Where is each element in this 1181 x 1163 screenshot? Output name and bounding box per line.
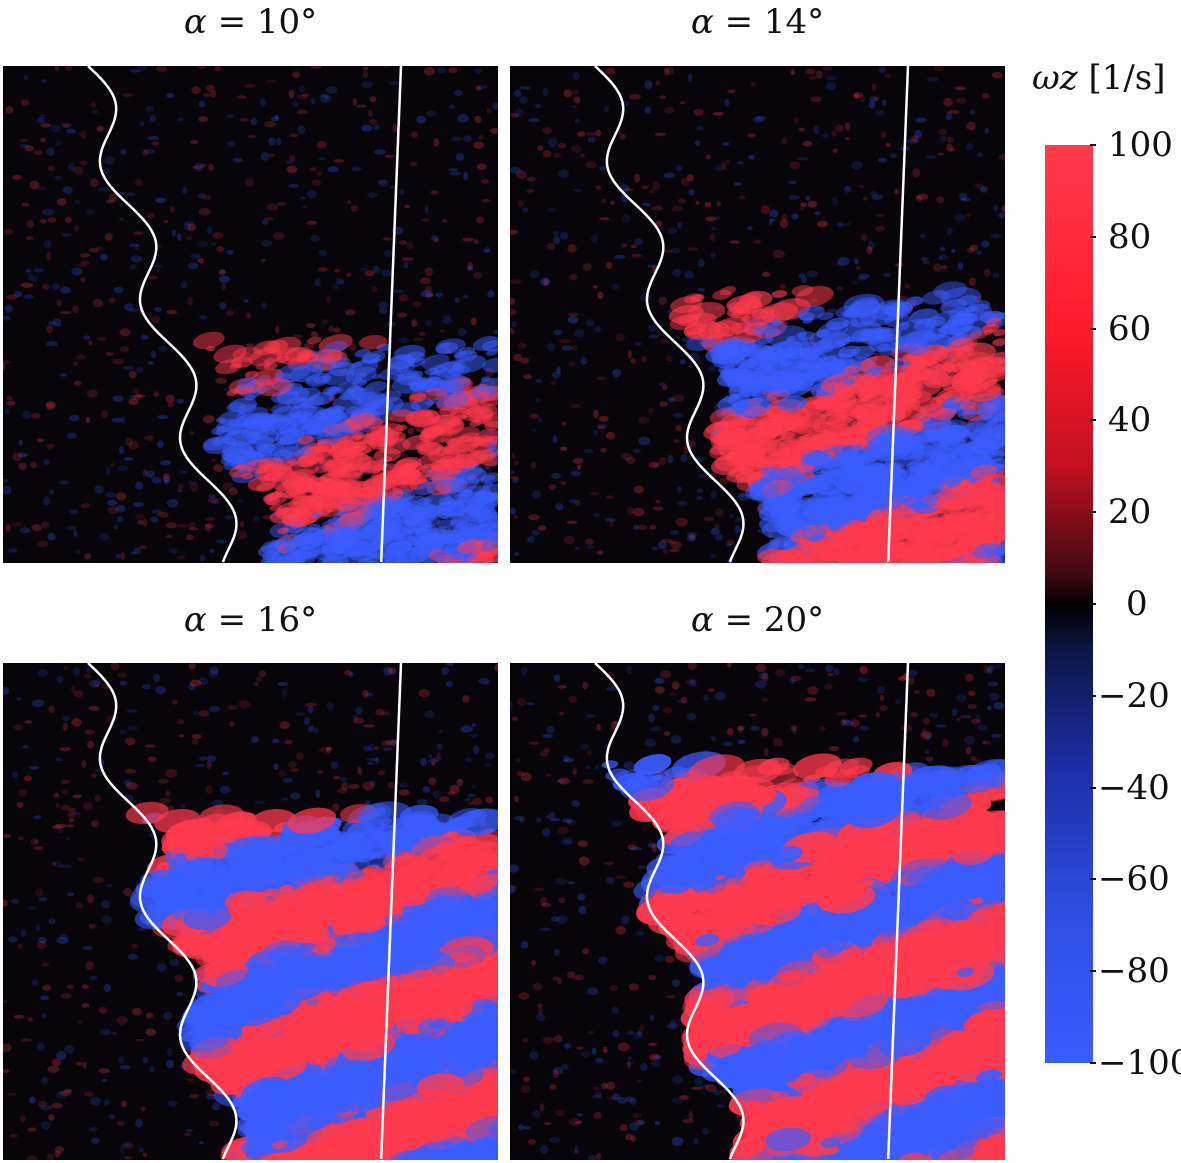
alpha-value: 10° bbox=[256, 2, 318, 42]
vorticity-field-alpha-20 bbox=[510, 663, 1005, 1160]
panel-title-alpha-16: α = 16° bbox=[3, 600, 498, 640]
colorbar-tick-mark bbox=[1090, 603, 1096, 605]
panel-title-alpha-10: α = 10° bbox=[3, 2, 498, 42]
colorbar-tick-label: −80 bbox=[1098, 951, 1170, 992]
straight-boundary-line bbox=[379, 663, 403, 1160]
colorbar-tick-mark bbox=[1090, 878, 1096, 881]
vorticity-field-alpha-14 bbox=[510, 66, 1005, 563]
wavy-boundary-line bbox=[594, 66, 745, 563]
colorbar-tick-mark bbox=[1090, 419, 1096, 422]
alpha-value: 16° bbox=[256, 600, 318, 640]
straight-boundary-line bbox=[379, 66, 403, 563]
vorticity-field-svg bbox=[510, 663, 1005, 1160]
colorbar-tick-label: −60 bbox=[1098, 859, 1170, 900]
colorbar-symbol: ωz bbox=[1032, 58, 1078, 98]
colorbar-tick-label: 40 bbox=[1108, 400, 1152, 441]
colorbar-tick-label: 0 bbox=[1126, 584, 1148, 624]
wavy-boundary-line bbox=[87, 66, 238, 563]
alpha-symbol: α = bbox=[183, 600, 257, 640]
colorbar-tick-mark bbox=[1090, 144, 1096, 146]
colorbar-tick-mark bbox=[1090, 327, 1096, 330]
wavy-boundary-line bbox=[87, 663, 238, 1160]
colorbar-tick-mark bbox=[1090, 970, 1096, 973]
panel-title-alpha-20: α = 20° bbox=[510, 600, 1005, 640]
colorbar-tick-label: −100 bbox=[1098, 1043, 1181, 1083]
colorbar bbox=[1045, 145, 1093, 1063]
colorbar-unit: [1/s] bbox=[1088, 58, 1166, 98]
vorticity-field-svg bbox=[3, 66, 498, 563]
vorticity-field-alpha-16 bbox=[3, 663, 498, 1160]
vorticity-field-alpha-10 bbox=[3, 66, 498, 563]
colorbar-tick-mark bbox=[1090, 235, 1096, 238]
vorticity-field-svg bbox=[3, 663, 498, 1160]
vorticity-field-svg bbox=[510, 66, 1005, 563]
straight-boundary-line bbox=[886, 663, 910, 1160]
colorbar-tick-label: 60 bbox=[1108, 308, 1152, 349]
colorbar-tick-label: −40 bbox=[1098, 767, 1170, 808]
wavy-boundary-line bbox=[594, 663, 745, 1160]
alpha-symbol: α = bbox=[183, 2, 257, 42]
colorbar-tick-label: 100 bbox=[1108, 125, 1173, 165]
panel-title-alpha-14: α = 14° bbox=[510, 2, 1005, 42]
colorbar-tick-mark bbox=[1090, 786, 1096, 789]
colorbar-tick-label: 80 bbox=[1108, 216, 1152, 257]
colorbar-label: ωz [1/s] bbox=[1032, 58, 1166, 98]
colorbar-tick-mark bbox=[1090, 694, 1096, 697]
colorbar-tick-label: −20 bbox=[1098, 675, 1170, 716]
alpha-symbol: α = bbox=[690, 2, 764, 42]
colorbar-tick-mark bbox=[1090, 1062, 1096, 1064]
alpha-symbol: α = bbox=[690, 600, 764, 640]
alpha-value: 14° bbox=[763, 2, 825, 42]
colorbar-tick-label: 20 bbox=[1108, 492, 1152, 533]
straight-boundary-line bbox=[886, 66, 910, 563]
alpha-value: 20° bbox=[763, 600, 825, 640]
colorbar-tick-mark bbox=[1090, 511, 1096, 514]
